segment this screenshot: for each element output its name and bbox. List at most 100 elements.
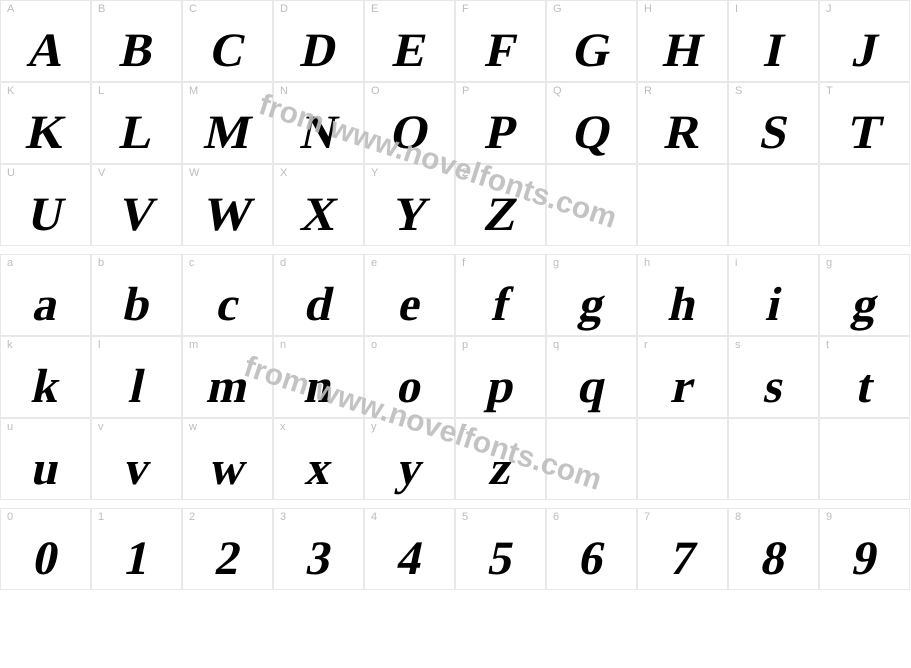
glyph: C (206, 27, 250, 75)
glyph: M (200, 109, 255, 157)
corner-label: U (7, 167, 15, 179)
glyph: 9 (848, 535, 881, 583)
corner-label: i (735, 257, 737, 269)
glyph-cell: KK (0, 82, 91, 164)
corner-label: J (826, 3, 832, 15)
corner-label: w (189, 421, 197, 433)
glyph-cell: 88 (728, 508, 819, 590)
glyph: D (297, 27, 341, 75)
corner-label: 6 (553, 511, 559, 523)
glyph-cell: SS (728, 82, 819, 164)
corner-label: a (7, 257, 13, 269)
corner-label: m (189, 339, 198, 351)
corner-label: 5 (462, 511, 468, 523)
glyph-cell: GG (546, 0, 637, 82)
glyph-cell: JJ (819, 0, 910, 82)
glyph: V (115, 191, 159, 239)
corner-label: f (462, 257, 465, 269)
glyph-cell: aa (0, 254, 91, 336)
corner-label: F (462, 3, 469, 15)
corner-label: Y (371, 167, 378, 179)
glyph-cell (546, 164, 637, 246)
glyph: S (756, 109, 792, 157)
corner-label: o (371, 339, 377, 351)
glyph-cell: HH (637, 0, 728, 82)
glyph-cell: NN (273, 82, 364, 164)
corner-label: Q (553, 85, 562, 97)
corner-label: d (280, 257, 286, 269)
glyph: l (125, 363, 148, 411)
glyph-cell: ll (91, 336, 182, 418)
glyph-cell: ff (455, 254, 546, 336)
glyph: q (574, 363, 610, 411)
spacer-row (0, 246, 910, 254)
glyph-cell: 33 (273, 508, 364, 590)
glyph-cell: UU (0, 164, 91, 246)
glyph-cell: zz (455, 418, 546, 500)
glyph: m (203, 363, 252, 411)
glyph-cell (819, 418, 910, 500)
glyph: O (386, 109, 433, 157)
corner-label: p (462, 339, 468, 351)
corner-label: W (189, 167, 199, 179)
corner-label: 4 (371, 511, 377, 523)
glyph: c (212, 281, 243, 329)
corner-label: V (98, 167, 105, 179)
glyph: k (28, 363, 64, 411)
corner-label: R (644, 85, 652, 97)
glyph-cell: 77 (637, 508, 728, 590)
glyph: W (199, 191, 256, 239)
corner-label: H (644, 3, 652, 15)
corner-label: C (189, 3, 197, 15)
glyph-cell: 66 (546, 508, 637, 590)
glyph-cell: 99 (819, 508, 910, 590)
corner-label: c (189, 257, 195, 269)
glyph-cell (728, 418, 819, 500)
glyph-cell: CC (182, 0, 273, 82)
glyph-cell: YY (364, 164, 455, 246)
corner-label: T (826, 85, 833, 97)
glyph: 2 (211, 535, 244, 583)
corner-label: G (553, 3, 562, 15)
glyph: P (481, 109, 520, 157)
glyph-cell: vv (91, 418, 182, 500)
glyph-cell: 11 (91, 508, 182, 590)
glyph-cell: pp (455, 336, 546, 418)
corner-label: b (98, 257, 104, 269)
glyph: s (760, 363, 788, 411)
glyph-cell (819, 164, 910, 246)
glyph-cell: LL (91, 82, 182, 164)
corner-label: e (371, 257, 377, 269)
glyph: g (575, 281, 608, 329)
corner-label: 8 (735, 511, 741, 523)
corner-label: 7 (644, 511, 650, 523)
glyph: b (119, 281, 155, 329)
corner-label: q (553, 339, 559, 351)
glyph-row: KKLLMMNNOOPPQQRRSSTT (0, 82, 910, 164)
glyph: u (28, 445, 64, 493)
glyph: 3 (302, 535, 335, 583)
glyph-cell (637, 164, 728, 246)
corner-label: E (371, 3, 378, 15)
glyph: n (301, 363, 337, 411)
glyph-row: kkllmmnnooppqqrrsstt (0, 336, 910, 418)
corner-label: N (280, 85, 288, 97)
glyph-cell: XX (273, 164, 364, 246)
glyph: H (659, 27, 706, 75)
corner-label: 0 (7, 511, 13, 523)
glyph-cell: ZZ (455, 164, 546, 246)
glyph-cell (637, 418, 728, 500)
glyph-cell: RR (637, 82, 728, 164)
glyph-cell: QQ (546, 82, 637, 164)
glyph-grid: AABBCCDDEEFFGGHHIIJJKKLLMMNNOOPPQQRRSSTT… (0, 0, 910, 590)
glyph-cell: uu (0, 418, 91, 500)
corner-label: l (98, 339, 100, 351)
glyph-cell: BB (91, 0, 182, 82)
glyph: d (301, 281, 337, 329)
glyph-row: AABBCCDDEEFFGGHHIIJJ (0, 0, 910, 82)
glyph: F (481, 27, 520, 75)
glyph-cell (546, 418, 637, 500)
glyph: v (120, 445, 153, 493)
glyph: U (24, 191, 68, 239)
glyph-cell: 55 (455, 508, 546, 590)
